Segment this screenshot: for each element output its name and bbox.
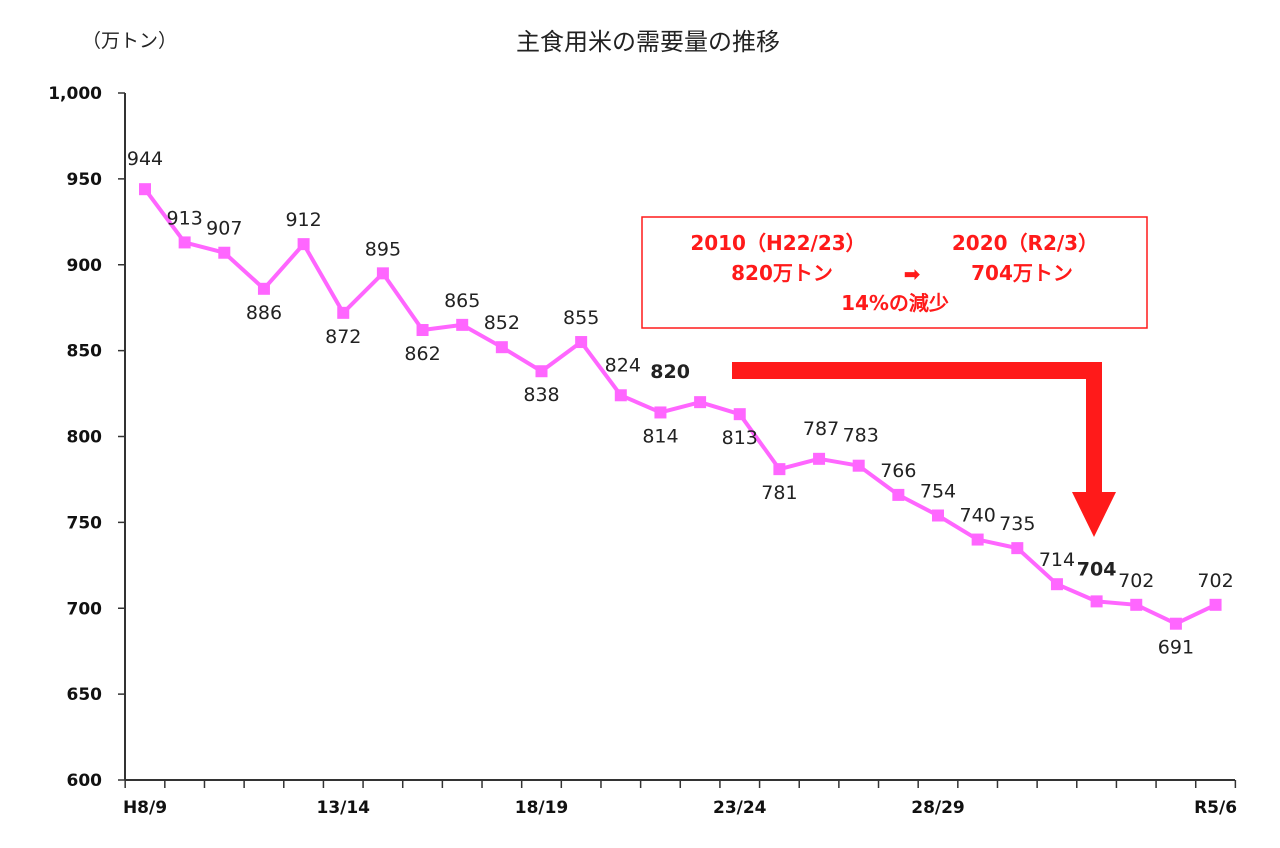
x-tick-label: 18/19 xyxy=(515,798,569,818)
data-point xyxy=(892,488,905,501)
data-label: 781 xyxy=(761,482,797,504)
y-tick-label: 750 xyxy=(67,513,103,533)
data-label: 895 xyxy=(365,238,401,260)
data-point xyxy=(614,389,627,402)
y-tick-labels: 1,000 950 900 850 800 750 700 650 600 xyxy=(48,84,102,791)
data-label: 714 xyxy=(1039,549,1075,571)
x-tick-label: H8/9 xyxy=(123,798,167,818)
data-point xyxy=(456,318,469,331)
data-label: 702 xyxy=(1118,570,1154,592)
y-tick-label: 600 xyxy=(67,771,103,791)
data-point xyxy=(376,267,389,280)
x-tick-label: 23/24 xyxy=(713,798,767,818)
data-label: 855 xyxy=(563,307,599,329)
data-label: 704 xyxy=(1077,558,1117,580)
summary-box-frame xyxy=(641,216,1148,329)
data-point xyxy=(337,306,350,319)
y-unit-label: （万トン） xyxy=(82,30,177,52)
box-decrease-rate: 14%の減少 xyxy=(841,291,949,315)
x-tick-label: R5/6 xyxy=(1194,798,1237,818)
data-point xyxy=(1090,595,1103,608)
box-value-704: 704万トン xyxy=(971,261,1073,285)
box-year-2010: 2010（H22/23） xyxy=(690,231,865,255)
data-label: 872 xyxy=(325,326,361,348)
decrease-arrow-icon xyxy=(732,362,1116,537)
y-tick-label: 950 xyxy=(67,170,103,190)
box-arrow-icon: ➡ xyxy=(904,262,921,286)
data-label: 838 xyxy=(523,384,559,406)
x-tick-labels: H8/9 13/14 18/19 23/24 28/29 R5/6 xyxy=(123,798,1237,818)
series-line xyxy=(143,187,1217,626)
box-year-2020: 2020（R2/3） xyxy=(952,231,1098,255)
data-point xyxy=(1050,578,1063,591)
y-tick-label: 800 xyxy=(67,428,103,448)
data-point xyxy=(575,336,588,349)
data-point xyxy=(654,406,667,419)
data-points xyxy=(139,183,1222,630)
chart-title: 主食用米の需要量の推移 xyxy=(516,28,780,56)
x-tick-label: 13/14 xyxy=(316,798,370,818)
x-tick-label: 28/29 xyxy=(911,798,965,818)
data-label: 912 xyxy=(285,209,321,231)
data-point xyxy=(1209,598,1222,611)
data-point xyxy=(257,282,270,295)
data-label: 702 xyxy=(1197,570,1233,592)
data-point xyxy=(773,463,786,476)
data-point xyxy=(971,533,984,546)
data-label: 735 xyxy=(999,513,1035,535)
data-label: 787 xyxy=(803,418,839,440)
data-label: 913 xyxy=(167,207,203,229)
y-tick-label: 650 xyxy=(67,685,103,705)
data-label: 766 xyxy=(880,460,916,482)
box-value-820: 820万トン xyxy=(731,261,833,285)
axes xyxy=(118,92,1237,788)
data-label: 862 xyxy=(404,343,440,365)
data-point xyxy=(178,236,191,249)
summary-box: 2010（H22/23） 2020（R2/3） 820万トン ➡ 704万トン … xyxy=(641,216,1148,329)
data-label: 783 xyxy=(843,425,879,447)
y-tick-label: 900 xyxy=(67,256,103,276)
data-label: 865 xyxy=(444,290,480,312)
data-label: 813 xyxy=(722,427,758,449)
data-point xyxy=(694,396,707,409)
data-label: 852 xyxy=(484,312,520,334)
data-label: 886 xyxy=(246,302,282,324)
data-label: 691 xyxy=(1158,637,1194,659)
data-label: 740 xyxy=(960,505,996,527)
data-point xyxy=(1011,542,1024,555)
data-label: 814 xyxy=(642,425,678,447)
data-point xyxy=(218,246,231,259)
data-point xyxy=(813,452,826,465)
data-point xyxy=(495,341,508,354)
data-label: 944 xyxy=(127,148,163,170)
data-label: 824 xyxy=(605,354,641,376)
data-label: 907 xyxy=(206,218,242,240)
y-tick-label: 700 xyxy=(67,599,103,619)
data-point xyxy=(297,238,310,251)
data-point xyxy=(932,509,944,522)
data-point xyxy=(1169,617,1182,630)
data-point xyxy=(535,365,548,378)
data-point xyxy=(1130,598,1143,611)
data-label: 754 xyxy=(920,481,956,503)
y-tick-label: 1,000 xyxy=(48,84,102,104)
data-point xyxy=(733,408,746,421)
y-tick-label: 850 xyxy=(67,342,103,362)
data-point xyxy=(139,183,151,196)
data-point xyxy=(852,459,865,472)
data-label: 820 xyxy=(650,361,690,383)
data-point xyxy=(416,324,429,337)
